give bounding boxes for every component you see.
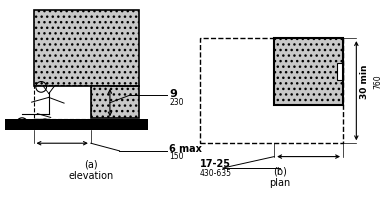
Text: 430-635: 430-635	[200, 169, 232, 178]
Text: 6 max: 6 max	[169, 144, 202, 154]
Bar	[91, 86, 139, 118]
Text: 30 min: 30 min	[360, 65, 369, 99]
Text: 230: 230	[169, 98, 184, 107]
Bar	[337, 63, 343, 80]
Text: (b)
plan: (b) plan	[269, 166, 291, 188]
Text: 760: 760	[374, 75, 383, 89]
Bar	[34, 85, 91, 119]
Text: 150: 150	[169, 152, 184, 161]
Bar	[200, 38, 343, 143]
Bar	[5, 119, 148, 130]
Text: (a)
elevation: (a) elevation	[68, 160, 113, 181]
Text: 9: 9	[169, 89, 177, 99]
Text: 17-25: 17-25	[200, 159, 231, 169]
Bar	[34, 10, 139, 86]
Bar	[274, 38, 343, 105]
